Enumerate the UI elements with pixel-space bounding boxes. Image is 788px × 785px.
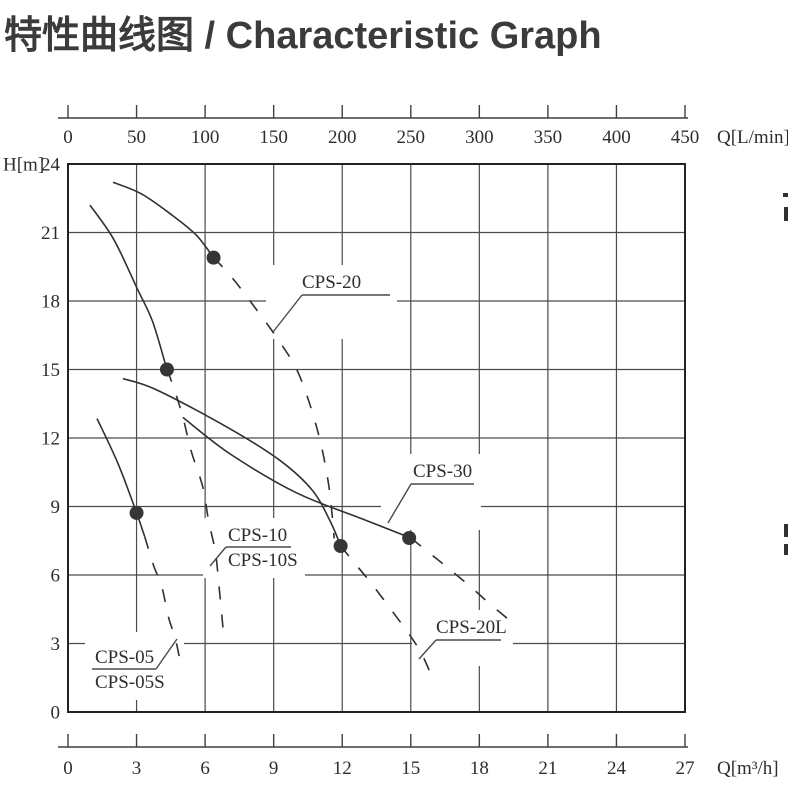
pump-curves: [89, 181, 516, 684]
label-leader-line: [418, 639, 437, 660]
label-masks: [85, 265, 513, 700]
curve-cps-20-extension: [213, 257, 335, 539]
label-leader-line: [155, 638, 178, 670]
tick-label: 6: [51, 566, 61, 587]
label-wipeout: [203, 518, 305, 578]
curve-cps-10s: [166, 369, 225, 633]
tick-label: 15: [401, 758, 420, 779]
label-leader-line: [387, 483, 412, 524]
tick-label: 3: [51, 634, 61, 655]
grid-lines: [68, 164, 685, 712]
curve-cps-30: [182, 416, 412, 539]
curve-label-text: CPS-30: [413, 461, 472, 482]
tick-label: 150: [259, 127, 288, 148]
label-cps-20: CPS-20: [272, 272, 390, 333]
plot-frame: [67, 163, 686, 713]
tick-label: 0: [51, 703, 61, 724]
tick-label: 27: [676, 758, 695, 779]
tick-label: 250: [397, 127, 426, 148]
tick-label: 21: [41, 223, 60, 244]
bottom-axis-unit-label: Q[m³/h]: [717, 758, 779, 779]
label-wipeout: [85, 632, 184, 700]
curve-label-text: CPS-20: [302, 272, 361, 293]
tick-label: 24: [607, 758, 627, 779]
rated-points: [129, 250, 417, 554]
tick-label: 300: [465, 127, 494, 148]
rated-point-cps-20l: [333, 539, 348, 554]
top-axis-unit-label: Q[L/min]: [717, 127, 788, 148]
curve-cps-10: [89, 204, 168, 370]
tick-label: 3: [132, 758, 142, 779]
tick-label: 450: [671, 127, 700, 148]
tick-label: 0: [63, 127, 73, 148]
curve-cps-30-extension: [410, 537, 516, 626]
tick-label: 400: [602, 127, 631, 148]
curve-cps-20: [112, 181, 215, 259]
tick-label: 21: [538, 758, 557, 779]
curve-cps-05: [96, 418, 146, 537]
curve-label-text: CPS-10: [228, 525, 287, 546]
tick-label: 100: [191, 127, 220, 148]
cropped-edge-mark: [784, 524, 788, 537]
rated-point-cps-05: [129, 505, 144, 520]
tick-label: 50: [127, 127, 146, 148]
curve-cps-20l: [122, 377, 342, 547]
tick-label: 18: [470, 758, 489, 779]
curve-cps-05s: [143, 535, 182, 667]
tick-label: 6: [200, 758, 210, 779]
tick-label: 15: [41, 360, 60, 381]
top-axis: 0 50 100 150 200 250 300 350 400 450 Q[L/min]: [58, 105, 788, 148]
tick-label: 18: [41, 292, 60, 313]
tick-label: 24: [41, 155, 61, 176]
label-wipeout: [381, 454, 481, 530]
tick-label: 12: [41, 429, 60, 450]
cropped-edge-mark: [784, 544, 788, 555]
y-axis-labels: 24 21 18 15 12 9 6 3 0 H[m]: [3, 155, 61, 724]
rated-point-cps-30: [402, 531, 417, 546]
label-cps-20l: CPS-20L: [418, 617, 507, 660]
curve-label-text: CPS-20L: [436, 617, 507, 638]
cropped-edge-mark: [783, 193, 788, 197]
label-leader-line: [209, 546, 227, 567]
y-axis-unit-label: H[m]: [3, 155, 44, 176]
bottom-axis: 0 3 6 9 12 15 18 21 24 27 Q[m³/h]: [58, 734, 779, 779]
rated-point-cps-20: [206, 250, 221, 265]
curve-label-text: CPS-10S: [228, 550, 298, 571]
curve-label-text: CPS-05: [95, 647, 154, 668]
tick-label: 200: [328, 127, 357, 148]
tick-label: 12: [333, 758, 352, 779]
page-title: 特性曲线图 / Characteristic Graph: [4, 15, 602, 57]
rated-point-cps-10: [159, 362, 174, 377]
tick-label: 0: [63, 758, 73, 779]
label-cps-30: CPS-30: [387, 461, 474, 524]
cropped-edge-mark: [784, 207, 788, 221]
tick-label: 9: [269, 758, 279, 779]
curve-label-text: CPS-05S: [95, 672, 165, 693]
label-cps-05: CPS-05 CPS-05S: [92, 638, 178, 693]
tick-label: 9: [51, 497, 61, 518]
label-leader-line: [272, 294, 303, 333]
label-wipeout: [266, 265, 397, 339]
tick-label: 350: [534, 127, 563, 148]
label-cps-10: CPS-10 CPS-10S: [209, 525, 298, 571]
cropped-right-edge-marks: [783, 193, 788, 555]
label-wipeout: [412, 610, 513, 666]
